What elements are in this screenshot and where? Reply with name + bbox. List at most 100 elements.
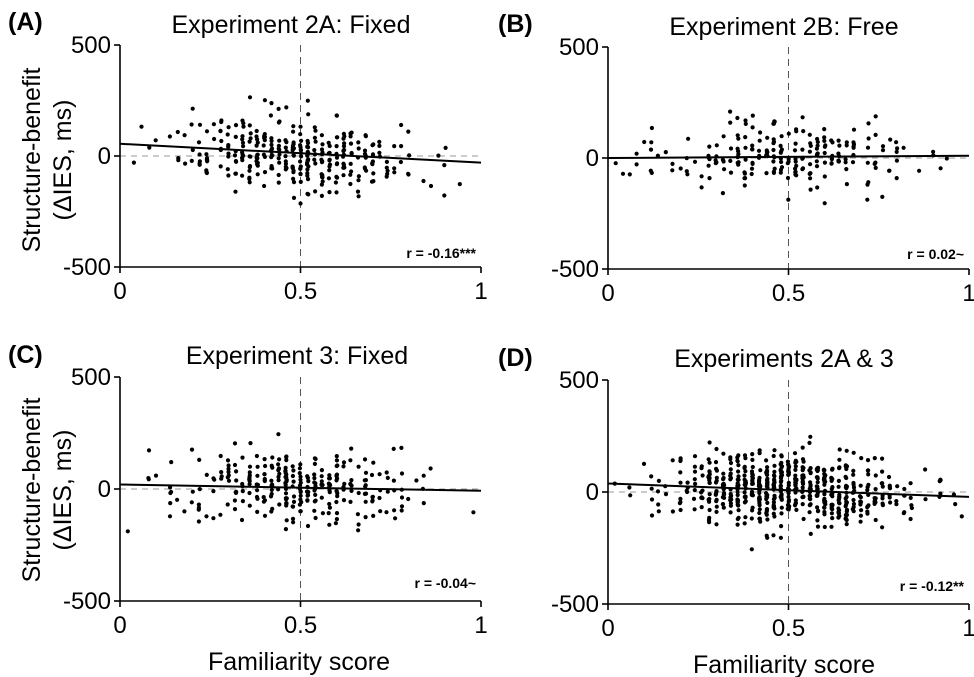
data-point	[196, 519, 201, 524]
regression-line	[119, 483, 482, 492]
data-point	[298, 474, 303, 479]
data-point	[377, 472, 382, 477]
data-point	[706, 163, 711, 168]
data-point	[792, 148, 798, 153]
data-point	[757, 510, 762, 516]
data-point	[393, 516, 398, 521]
data-point	[843, 463, 848, 468]
data-point	[254, 128, 259, 134]
data-point	[880, 496, 885, 501]
data-point	[772, 166, 777, 171]
data-point	[443, 145, 448, 150]
data-point	[341, 148, 346, 153]
data-point	[699, 185, 704, 190]
data-point	[291, 176, 296, 181]
data-point	[457, 182, 462, 187]
data-point	[735, 516, 740, 522]
data-point	[865, 145, 871, 150]
data-point	[808, 162, 813, 167]
data-point	[880, 525, 885, 530]
data-point	[858, 513, 864, 518]
data-point	[735, 160, 740, 165]
scatter-points	[131, 95, 462, 206]
data-point	[728, 503, 734, 508]
data-point	[765, 492, 770, 498]
data-point	[349, 130, 354, 135]
data-point	[247, 482, 252, 487]
data-point	[801, 516, 806, 522]
data-point	[182, 133, 187, 138]
data-point	[743, 121, 748, 126]
data-point	[837, 513, 842, 519]
data-point	[212, 136, 217, 142]
data-point	[656, 509, 661, 514]
data-point	[808, 187, 813, 192]
data-point	[764, 171, 769, 176]
x-tick-label: 0	[601, 615, 614, 642]
data-point	[349, 478, 354, 483]
data-point	[742, 171, 748, 176]
data-point	[714, 446, 719, 452]
data-point	[277, 138, 282, 143]
data-point	[277, 152, 282, 157]
data-point	[937, 479, 942, 484]
data-point	[663, 492, 669, 497]
data-point	[944, 156, 949, 161]
y-axis-title-line1: Structure-benefit	[18, 398, 46, 583]
data-point	[335, 175, 340, 180]
data-point	[714, 475, 719, 480]
data-point	[211, 122, 216, 127]
data-point	[167, 134, 172, 139]
data-point	[757, 138, 762, 143]
data-point	[800, 147, 805, 152]
data-point	[757, 448, 762, 453]
data-point	[197, 457, 202, 462]
data-point	[247, 476, 252, 481]
data-point	[399, 471, 405, 476]
data-point	[298, 509, 303, 514]
y-tick-label: 0	[98, 476, 111, 503]
data-point	[247, 176, 252, 182]
data-point	[197, 161, 202, 166]
data-point	[786, 507, 791, 512]
data-point	[356, 174, 361, 179]
data-point	[283, 161, 288, 166]
data-point	[749, 171, 754, 177]
data-point	[305, 138, 310, 144]
data-point	[728, 455, 733, 460]
data-point	[219, 476, 224, 481]
data-point	[197, 122, 203, 127]
data-point	[917, 168, 922, 173]
data-point	[627, 172, 632, 177]
data-point	[190, 147, 195, 153]
data-point	[291, 468, 296, 473]
data-point	[421, 473, 426, 478]
data-point	[334, 510, 340, 516]
data-point	[822, 474, 827, 479]
data-point	[306, 479, 311, 484]
data-point	[262, 98, 267, 103]
data-point	[793, 483, 798, 488]
data-point	[255, 137, 260, 142]
data-point	[829, 486, 834, 492]
data-point	[385, 489, 390, 494]
data-point	[714, 504, 719, 509]
data-point	[836, 138, 841, 143]
data-point	[232, 462, 238, 468]
data-point	[758, 130, 763, 135]
data-point	[284, 501, 289, 506]
data-point	[772, 477, 777, 482]
data-point	[837, 447, 842, 452]
data-point	[837, 457, 842, 462]
data-point	[895, 484, 900, 489]
data-point	[771, 503, 776, 508]
data-point	[305, 153, 310, 158]
data-point	[319, 160, 325, 165]
data-point	[829, 475, 834, 480]
data-point	[749, 547, 754, 552]
data-point	[649, 474, 654, 479]
data-point	[772, 506, 777, 511]
data-point	[240, 489, 245, 494]
x-tick-label: 0	[113, 278, 126, 305]
data-point	[226, 478, 232, 483]
